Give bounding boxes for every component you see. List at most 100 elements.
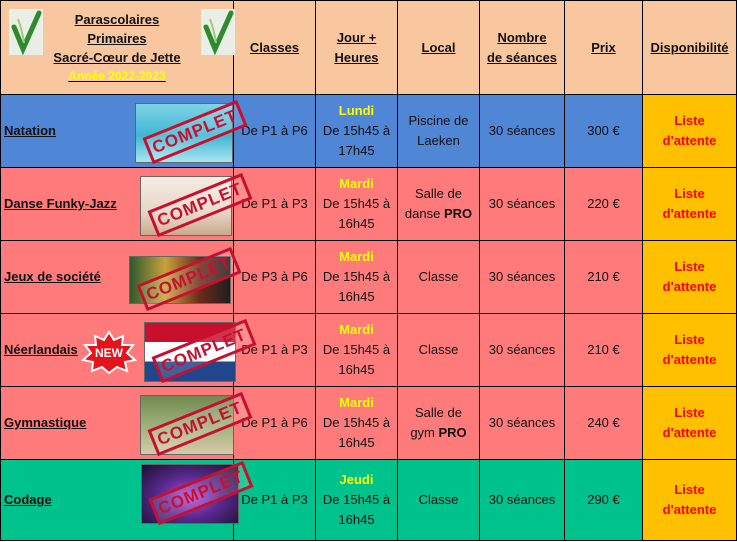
dispo-line2: d'attente	[662, 279, 717, 294]
time-line1: De 15h45 à	[322, 342, 391, 357]
table-row: Natation COMPLET De P1 à P6 Lundi De 15h4…	[0, 94, 737, 168]
prix-cell: 210 €	[564, 240, 643, 314]
prix-cell: 210 €	[564, 313, 643, 387]
header-jour: Jour + Heures	[315, 0, 398, 95]
time-line1: De 15h45 à	[322, 269, 391, 284]
activity-name[interactable]: Jeux de société	[4, 269, 101, 284]
activity-name[interactable]: Natation	[4, 123, 56, 138]
dispo-line1: Liste	[674, 186, 705, 201]
prix-cell: 240 €	[564, 386, 643, 460]
dispo-cell: Liste d'attente	[642, 313, 737, 387]
classes-cell: De P1 à P6	[233, 386, 316, 460]
header-jour-line2: Heures	[334, 49, 379, 65]
dispo-line2: d'attente	[662, 502, 717, 517]
schedule-cell: Mardi De 15h45 à 16h45	[315, 167, 398, 241]
activity-name[interactable]: Danse Funky-Jazz	[4, 196, 117, 211]
activity-cell: Gymnastique COMPLET	[0, 386, 253, 460]
activity-cell: Natation COMPLET	[0, 94, 248, 168]
dispo-line2: d'attente	[662, 206, 717, 221]
complet-stamp: COMPLET	[148, 460, 254, 526]
schedule-cell: Jeudi De 15h45 à 16h45	[315, 459, 398, 541]
dispo-line1: Liste	[674, 482, 705, 497]
local-line1: Classe	[418, 492, 459, 507]
schedule-cell: Mardi De 15h45 à 16h45	[315, 313, 398, 387]
day-label: Mardi	[339, 322, 374, 337]
local-line2: gym	[410, 425, 439, 440]
header-classes: Classes	[233, 0, 316, 95]
local-line1: Piscine de	[408, 113, 469, 128]
activity-name[interactable]: Gymnastique	[4, 415, 87, 430]
seances-cell: 30 séances	[479, 167, 565, 241]
time-line2: 16h45	[338, 512, 375, 527]
header-seances-line1: Nombre	[497, 29, 547, 45]
dispo-line1: Liste	[674, 113, 705, 128]
classes-cell: De P1 à P3	[233, 167, 316, 241]
day-label: Mardi	[339, 176, 374, 191]
activity-name[interactable]: Néerlandais	[4, 342, 78, 357]
coding-robot-photo: COMPLET	[141, 460, 254, 526]
dispo-line1: Liste	[674, 332, 705, 347]
header-row: Parascolaires Primaires Sacré-Cœur de Je…	[0, 0, 737, 95]
local-cell: Salle de gym PRO	[397, 386, 480, 460]
classes-cell: De P1 à P3	[233, 459, 316, 541]
table-row: Gymnastique COMPLET De P1 à P6 Mardi De 1…	[0, 386, 737, 460]
title-line-1: Parascolaires	[74, 11, 160, 27]
table-row: Jeux de société COMPLET De P3 à P6 Mardi…	[0, 240, 737, 314]
dance-photo: COMPLET	[140, 172, 253, 238]
dispo-cell: Liste d'attente	[642, 459, 737, 541]
dispo-cell: Liste d'attente	[642, 167, 737, 241]
header-prix: Prix	[564, 0, 643, 95]
activity-cell: Codage COMPLET	[0, 459, 254, 541]
local-cell: Classe	[397, 459, 480, 541]
time-line1: De 15h45 à	[322, 415, 391, 430]
dispo-cell: Liste d'attente	[642, 94, 737, 168]
activity-name[interactable]: Codage	[4, 492, 52, 507]
dispo-line1: Liste	[674, 259, 705, 274]
activity-cell: Jeux de société COMPLET	[0, 240, 242, 314]
dispo-line1: Liste	[674, 405, 705, 420]
seances-cell: 30 séances	[479, 313, 565, 387]
header-seances: Nombre de séances	[479, 0, 565, 95]
time-line2: 16h45	[338, 435, 375, 450]
local-bold: PRO	[438, 425, 467, 440]
header-dispo: Disponibilité	[642, 0, 737, 95]
classes-cell: De P1 à P3	[233, 313, 316, 387]
local-line1: Classe	[418, 269, 459, 284]
day-label: Mardi	[339, 249, 374, 264]
dispo-line2: d'attente	[662, 425, 717, 440]
complet-stamp: COMPLET	[142, 99, 248, 165]
prix-cell: 290 €	[564, 459, 643, 541]
seances-cell: 30 séances	[479, 459, 565, 541]
time-line2: 16h45	[338, 216, 375, 231]
local-cell: Classe	[397, 240, 480, 314]
header-jour-line1: Jour +	[336, 29, 377, 45]
school-year: Année 2022-2023	[68, 68, 166, 83]
seances-cell: 30 séances	[479, 94, 565, 168]
dutch-flag-photo: COMPLET	[144, 318, 257, 384]
table-row: Danse Funky-Jazz COMPLET De P1 à P3 Mard…	[0, 167, 737, 241]
dispo-cell: Liste d'attente	[642, 240, 737, 314]
dispo-line2: d'attente	[662, 133, 717, 148]
local-line1: Salle de	[415, 186, 462, 201]
local-line1: Salle de	[415, 405, 462, 420]
title-cell: Parascolaires Primaires Sacré-Cœur de Je…	[0, 0, 235, 95]
gymnastics-photo: COMPLET	[140, 391, 253, 457]
time-line1: De 15h45 à	[322, 123, 391, 138]
day-label: Jeudi	[339, 472, 374, 487]
schedule-cell: Lundi De 15h45 à 17h45	[315, 94, 398, 168]
table-row: Néerlandais NEW COMPLET De P1 à P3 Mardi…	[0, 313, 737, 387]
local-line2: danse	[404, 206, 444, 221]
new-badge-text: NEW	[95, 346, 124, 360]
classes-cell: De P3 à P6	[233, 240, 316, 314]
board-games-photo: COMPLET	[129, 246, 242, 312]
time-line2: 16h45	[338, 362, 375, 377]
prix-cell: 300 €	[564, 94, 643, 168]
local-cell: Classe	[397, 313, 480, 387]
dispo-line2: d'attente	[662, 352, 717, 367]
prix-cell: 220 €	[564, 167, 643, 241]
activity-cell: Danse Funky-Jazz COMPLET	[0, 167, 253, 241]
day-label: Lundi	[338, 103, 375, 118]
time-line2: 16h45	[338, 289, 375, 304]
local-bold: PRO	[443, 206, 473, 221]
local-line1: Classe	[418, 342, 459, 357]
